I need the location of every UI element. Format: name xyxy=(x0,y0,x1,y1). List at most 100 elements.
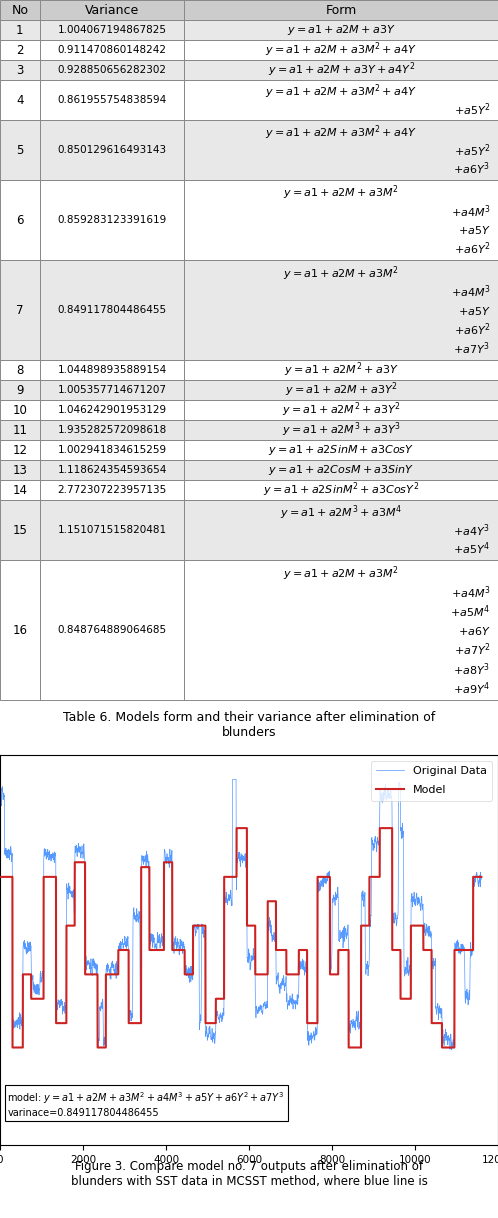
Text: $+ a5Y$: $+ a5Y$ xyxy=(458,224,491,236)
Text: $+ a4M^3$: $+ a4M^3$ xyxy=(451,585,491,600)
Text: $y = a1 + a2M + a3M^2 + a4Y$: $y = a1 + a2M + a3M^2 + a4Y$ xyxy=(265,40,417,60)
Text: $+ a5Y$: $+ a5Y$ xyxy=(458,304,491,317)
Text: $y = a1 + a2SinM + a3CosY$: $y = a1 + a2SinM + a3CosY$ xyxy=(268,443,414,457)
Text: $+ a7Y^2$: $+ a7Y^2$ xyxy=(454,642,491,659)
Text: Variance: Variance xyxy=(85,4,139,17)
Bar xyxy=(0,420,40,440)
Bar xyxy=(184,40,498,60)
Text: 0.928850656282302: 0.928850656282302 xyxy=(58,65,166,76)
Text: 1.002941834615259: 1.002941834615259 xyxy=(57,445,167,456)
Bar xyxy=(40,420,184,440)
Original Data xyxy=(351,1021,357,1035)
Original Data xyxy=(0,792,3,806)
Bar xyxy=(40,60,184,80)
Text: 1.046242901953129: 1.046242901953129 xyxy=(57,406,167,415)
Bar xyxy=(40,40,184,60)
Text: $+ a4Y^3$: $+ a4Y^3$ xyxy=(454,523,491,540)
Text: 16: 16 xyxy=(12,624,27,637)
Text: 0.848764889064685: 0.848764889064685 xyxy=(57,625,167,635)
Bar xyxy=(0,40,40,60)
Bar xyxy=(0,501,40,560)
Bar xyxy=(40,0,184,19)
Text: 15: 15 xyxy=(12,524,27,536)
Text: 0.861955754838594: 0.861955754838594 xyxy=(57,95,167,105)
Bar xyxy=(184,361,498,380)
Bar xyxy=(184,560,498,700)
Line: Model: Model xyxy=(0,828,482,1047)
Model xyxy=(9,1040,15,1055)
Text: 0.849117804486455: 0.849117804486455 xyxy=(57,304,167,315)
Bar xyxy=(0,60,40,80)
Legend: Original Data, Model: Original Data, Model xyxy=(371,760,493,800)
Bar xyxy=(0,400,40,420)
Text: 14: 14 xyxy=(12,484,27,497)
Text: 1.005357714671207: 1.005357714671207 xyxy=(58,385,166,395)
Bar xyxy=(184,259,498,361)
Bar xyxy=(184,0,498,19)
Text: $y = a1 + a2M + a3M^2$: $y = a1 + a2M + a3M^2$ xyxy=(283,564,399,582)
Model xyxy=(439,1040,445,1055)
Bar xyxy=(184,380,498,400)
Text: Form: Form xyxy=(326,4,357,17)
Text: 0.859283123391619: 0.859283123391619 xyxy=(57,216,167,225)
Bar xyxy=(40,361,184,380)
Text: $+ a5Y^2$: $+ a5Y^2$ xyxy=(454,143,491,160)
Bar xyxy=(184,440,498,460)
Bar xyxy=(0,440,40,460)
Text: 9: 9 xyxy=(16,384,24,397)
Text: model: $y = a1 + a2M + a3M^2 + a4M^3 + a5Y + a6Y^2 + a7Y^3$
varinace=0.849117804: model: $y = a1 + a2M + a3M^2 + a4M^3 + a… xyxy=(7,1090,285,1118)
Text: $y = a1 + a2M + a3M^2$: $y = a1 + a2M + a3M^2$ xyxy=(283,264,399,283)
Text: $+ a4M^3$: $+ a4M^3$ xyxy=(451,203,491,220)
Text: $+ a5Y^4$: $+ a5Y^4$ xyxy=(453,541,491,558)
Bar xyxy=(0,80,40,121)
Model xyxy=(49,870,55,884)
Bar xyxy=(40,460,184,480)
Text: Figure 3. Compare model no. 7 outputs after elimination of
blunders with SST dat: Figure 3. Compare model no. 7 outputs af… xyxy=(71,1161,427,1189)
Text: 13: 13 xyxy=(12,464,27,476)
Text: $+ a9Y^4$: $+ a9Y^4$ xyxy=(453,680,491,697)
Bar xyxy=(40,400,184,420)
Text: Table 6. Models form and their variance after elimination of
blunders: Table 6. Models form and their variance … xyxy=(63,711,435,739)
Original Data xyxy=(449,1043,455,1057)
Bar xyxy=(184,80,498,121)
Bar xyxy=(0,0,40,19)
Bar xyxy=(184,460,498,480)
Bar xyxy=(184,19,498,40)
Text: 7: 7 xyxy=(16,303,24,317)
Model xyxy=(234,821,240,836)
Text: 12: 12 xyxy=(12,443,27,457)
Text: 1.151071515820481: 1.151071515820481 xyxy=(57,525,167,535)
Model xyxy=(100,1040,106,1055)
Original Data xyxy=(479,871,485,885)
Bar xyxy=(184,480,498,501)
Original Data xyxy=(33,983,39,998)
Text: $+ a6Y^2$: $+ a6Y^2$ xyxy=(454,322,491,339)
Text: $y = a1 + a2SinM^2 + a3CosY^2$: $y = a1 + a2SinM^2 + a3CosY^2$ xyxy=(263,481,419,499)
Bar xyxy=(184,121,498,180)
Original Data xyxy=(230,772,236,787)
Bar xyxy=(184,180,498,259)
Text: $+ a5Y^2$: $+ a5Y^2$ xyxy=(454,101,491,118)
Bar xyxy=(40,440,184,460)
Text: $+ a8Y^3$: $+ a8Y^3$ xyxy=(454,661,491,677)
Bar xyxy=(184,420,498,440)
Bar xyxy=(40,121,184,180)
Bar xyxy=(0,19,40,40)
Text: 2: 2 xyxy=(16,44,24,56)
Bar xyxy=(0,259,40,361)
Text: 4: 4 xyxy=(16,94,24,106)
Bar xyxy=(184,400,498,420)
Original Data xyxy=(100,995,106,1010)
Text: No: No xyxy=(11,4,28,17)
Model xyxy=(479,870,485,884)
Text: 1.044898935889154: 1.044898935889154 xyxy=(57,365,167,375)
Bar xyxy=(0,380,40,400)
Text: $y = a1 + a2M + a3Y + a4Y^2$: $y = a1 + a2M + a3Y + a4Y^2$ xyxy=(267,61,415,79)
Bar xyxy=(40,480,184,501)
Model xyxy=(51,870,57,884)
Model xyxy=(351,1040,357,1055)
Bar xyxy=(0,180,40,259)
Text: 1.935282572098618: 1.935282572098618 xyxy=(57,425,167,435)
Bar xyxy=(40,259,184,361)
Bar xyxy=(40,501,184,560)
